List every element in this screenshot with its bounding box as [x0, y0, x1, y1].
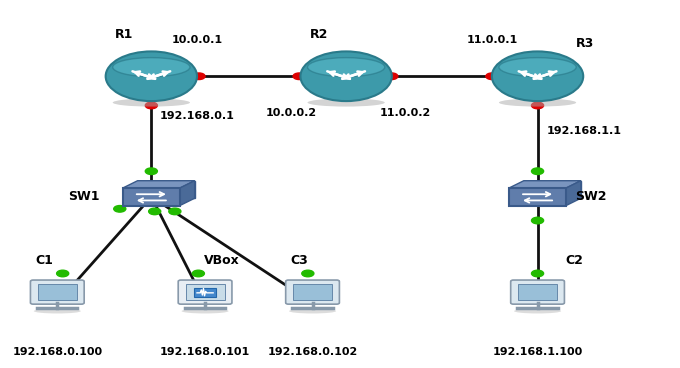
- Circle shape: [56, 270, 69, 277]
- Circle shape: [532, 270, 543, 277]
- Text: C2: C2: [566, 254, 583, 267]
- Text: 192.168.1.100: 192.168.1.100: [492, 347, 583, 357]
- Polygon shape: [180, 181, 194, 206]
- Circle shape: [193, 73, 205, 79]
- Circle shape: [532, 217, 543, 224]
- Text: 192.168.0.100: 192.168.0.100: [12, 347, 103, 357]
- Text: VBox: VBox: [204, 254, 240, 267]
- FancyBboxPatch shape: [509, 188, 566, 206]
- Text: 11.0.0.1: 11.0.0.1: [467, 35, 518, 45]
- Ellipse shape: [34, 309, 81, 314]
- FancyBboxPatch shape: [293, 284, 332, 300]
- Circle shape: [146, 168, 157, 174]
- Ellipse shape: [307, 58, 385, 77]
- Text: SW2: SW2: [575, 190, 607, 203]
- FancyBboxPatch shape: [123, 188, 180, 206]
- Circle shape: [532, 102, 543, 109]
- Text: SW1: SW1: [69, 190, 100, 203]
- Polygon shape: [509, 181, 581, 188]
- FancyBboxPatch shape: [186, 284, 224, 300]
- FancyBboxPatch shape: [511, 280, 564, 304]
- FancyBboxPatch shape: [31, 280, 84, 304]
- Text: 192.168.0.1: 192.168.0.1: [160, 112, 235, 121]
- Text: 10.0.0.1: 10.0.0.1: [171, 35, 222, 45]
- Text: R3: R3: [575, 37, 594, 50]
- Text: 10.0.0.2: 10.0.0.2: [265, 108, 317, 118]
- Circle shape: [105, 52, 197, 101]
- Circle shape: [486, 73, 498, 79]
- Circle shape: [532, 168, 543, 174]
- Polygon shape: [137, 181, 194, 198]
- Circle shape: [114, 206, 126, 212]
- Circle shape: [386, 73, 398, 79]
- Text: R2: R2: [310, 28, 328, 41]
- Polygon shape: [566, 181, 581, 206]
- Text: C1: C1: [35, 254, 53, 267]
- Ellipse shape: [289, 309, 336, 314]
- Ellipse shape: [113, 99, 190, 107]
- Text: 11.0.0.2: 11.0.0.2: [379, 108, 431, 118]
- Text: 192.168.0.102: 192.168.0.102: [267, 347, 358, 357]
- Polygon shape: [123, 181, 194, 188]
- Ellipse shape: [113, 58, 190, 77]
- Ellipse shape: [514, 309, 561, 314]
- Ellipse shape: [182, 309, 228, 314]
- Polygon shape: [524, 181, 581, 198]
- FancyBboxPatch shape: [38, 284, 77, 300]
- Text: R1: R1: [116, 28, 134, 41]
- Text: C3: C3: [290, 254, 308, 267]
- Text: 192.168.1.1: 192.168.1.1: [546, 126, 622, 136]
- Circle shape: [149, 208, 160, 215]
- FancyBboxPatch shape: [194, 289, 216, 297]
- FancyBboxPatch shape: [518, 284, 557, 300]
- Circle shape: [301, 52, 392, 101]
- Text: 192.168.0.101: 192.168.0.101: [160, 347, 250, 357]
- FancyBboxPatch shape: [178, 280, 232, 304]
- Ellipse shape: [307, 99, 385, 107]
- Circle shape: [146, 102, 157, 109]
- Circle shape: [492, 52, 583, 101]
- FancyBboxPatch shape: [286, 280, 339, 304]
- Ellipse shape: [499, 99, 576, 107]
- Ellipse shape: [499, 58, 576, 77]
- Circle shape: [302, 270, 314, 277]
- Circle shape: [192, 270, 205, 277]
- Circle shape: [293, 73, 305, 79]
- Circle shape: [169, 208, 181, 215]
